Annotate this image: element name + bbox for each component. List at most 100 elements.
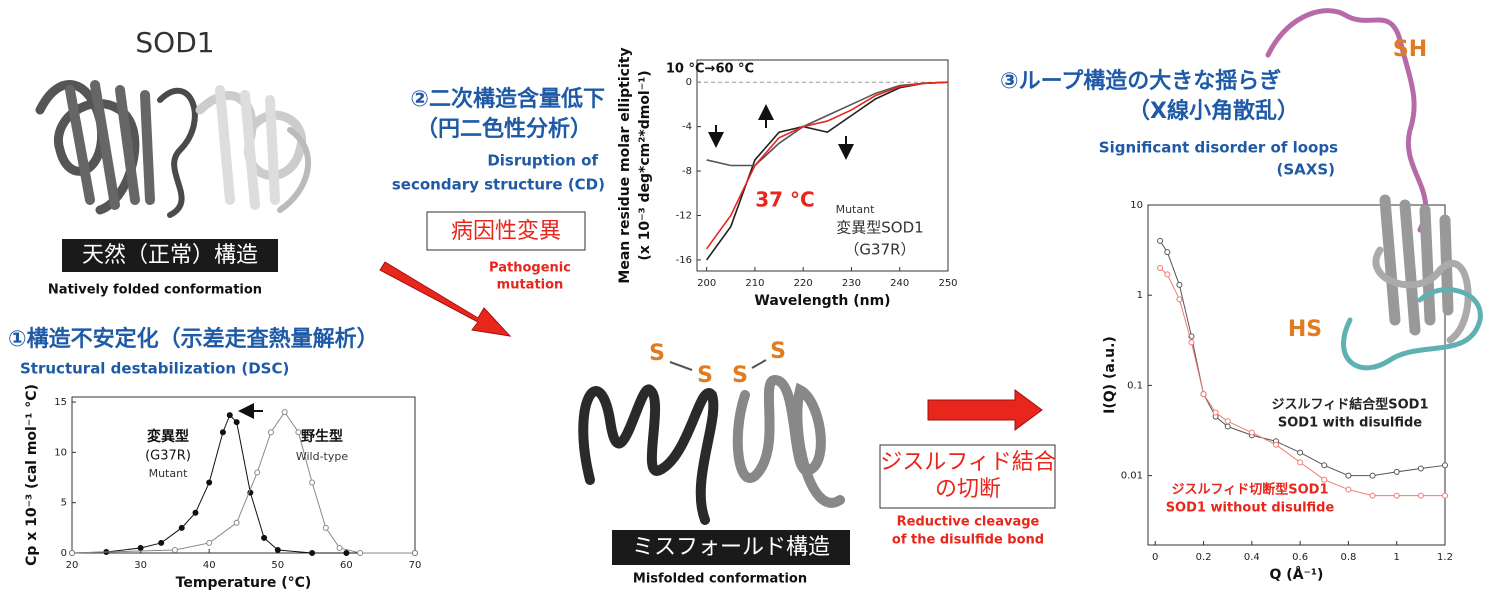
annotation: (G37R): [145, 449, 191, 464]
section-title: ③ループ構造の大きな揺らぎ: [1000, 68, 1281, 94]
data-point: [172, 547, 177, 552]
y-tick-label: -16: [676, 255, 692, 266]
thiol-label: SH: [1393, 37, 1427, 62]
annotation: 野生型: [301, 428, 343, 445]
data-point: [1225, 424, 1230, 429]
cleavage-label: の切断: [935, 477, 1001, 502]
data-point: [323, 525, 328, 530]
section-title: ②二次構造含量低下: [410, 86, 605, 112]
data-point: [358, 551, 363, 556]
data-point: [227, 413, 232, 418]
x-tick-label: 240: [890, 278, 909, 289]
section-title: （円二色性分析）: [416, 116, 592, 142]
y-tick-label: 5: [61, 498, 67, 509]
native-label: 天然（正常）構造: [82, 243, 258, 268]
data-point: [1177, 297, 1182, 302]
data-point: [207, 540, 212, 545]
x-tick-label: 0.8: [1340, 552, 1356, 563]
series-line: [1160, 241, 1445, 476]
x-tick-label: 1: [1394, 552, 1400, 563]
mutation-label: 病因性変異: [451, 219, 561, 244]
data-point: [1201, 392, 1206, 397]
data-point: [1346, 487, 1351, 492]
data-point: [344, 551, 349, 556]
annotation: 変異型SOD1: [836, 219, 923, 237]
data-point: [1418, 466, 1423, 471]
bond: [670, 362, 692, 370]
sulfur-label: S: [649, 341, 665, 366]
annotation: SOD1 without disulfide: [1166, 501, 1335, 516]
data-point: [275, 547, 280, 552]
section-subtitle: Structural destabilization (DSC): [20, 360, 289, 378]
x-tick-label: 210: [745, 278, 764, 289]
data-point: [413, 551, 418, 556]
y-tick-label: -8: [682, 166, 692, 177]
data-point: [1165, 272, 1170, 277]
y-tick-label: 0.01: [1121, 471, 1143, 482]
data-point: [1370, 493, 1375, 498]
data-point: [1394, 469, 1399, 474]
data-point: [268, 430, 273, 435]
annotation: ジスルフィド結合型SOD1: [1272, 397, 1429, 413]
x-axis-label: Wavelength (nm): [754, 293, 890, 309]
data-point: [1394, 493, 1399, 498]
x-tick-label: 200: [697, 278, 716, 289]
annotation: ジスルフィド切断型SOD1: [1172, 482, 1329, 498]
data-point: [255, 470, 260, 475]
x-tick-label: 1.2: [1437, 552, 1453, 563]
protein-loops: [1268, 11, 1480, 368]
data-point: [1418, 493, 1423, 498]
x-tick-label: 60: [340, 560, 353, 571]
y-tick-label: -4: [682, 122, 692, 133]
x-tick-label: 0: [1152, 552, 1158, 563]
y-axis-label: Mean residue molar ellipticity: [617, 47, 633, 283]
y-tick-label: 10: [1130, 200, 1143, 211]
data-point: [282, 410, 287, 415]
data-point: [1346, 473, 1351, 478]
y-tick-label: 0: [61, 548, 67, 559]
data-point: [310, 551, 315, 556]
data-point: [1177, 282, 1182, 287]
sulfur-label: S: [732, 363, 748, 388]
section-title: （X線小角散乱）: [1128, 98, 1299, 124]
x-tick-label: 20: [66, 560, 79, 571]
protein-misfolded: [583, 380, 840, 520]
cleavage-label: ジスルフィド結合: [880, 450, 1056, 475]
x-tick-label: 0.4: [1244, 552, 1260, 563]
y-tick-label: 10: [54, 447, 67, 458]
y-tick-label: -12: [676, 210, 692, 221]
data-point: [70, 551, 75, 556]
misfold-caption: Misfolded conformation: [633, 572, 807, 587]
x-tick-label: 30: [134, 560, 147, 571]
protein-native: [40, 85, 308, 215]
annotation: 変異型: [147, 428, 189, 445]
data-point: [159, 540, 164, 545]
data-point: [1370, 473, 1375, 478]
figure: SOD1 天然（正常）構造 Natively folded conformati…: [0, 0, 1491, 590]
data-point: [310, 480, 315, 485]
data-point: [1443, 463, 1448, 468]
mutation-caption: mutation: [497, 278, 564, 293]
section-subtitle: Disruption of: [487, 152, 598, 170]
section-subtitle: Significant disorder of loops: [1099, 139, 1338, 157]
section-subtitle: secondary structure (CD): [392, 176, 605, 194]
data-point: [1443, 493, 1448, 498]
data-point: [1298, 450, 1303, 455]
plot-frame: [72, 397, 415, 553]
x-axis-label: Temperature (°C): [176, 575, 312, 590]
native-caption: Natively folded conformation: [48, 283, 262, 298]
cleavage-caption: of the disulfide bond: [892, 533, 1044, 548]
data-point: [138, 545, 143, 550]
x-axis-label: Q (Å⁻¹): [1270, 566, 1324, 583]
data-point: [262, 535, 267, 540]
y-axis-label: I(Q) (a.u.): [1102, 336, 1118, 414]
y-tick-label: 1: [1137, 290, 1143, 301]
data-point: [1298, 460, 1303, 465]
data-point: [1165, 250, 1170, 255]
y-axis-label: Cp x 10⁻³ (cal mol⁻¹ °C): [24, 384, 40, 566]
data-point: [1322, 463, 1327, 468]
data-point: [207, 480, 212, 485]
data-point: [337, 545, 342, 550]
data-point: [234, 520, 239, 525]
annotation: SOD1 with disulfide: [1278, 416, 1422, 431]
